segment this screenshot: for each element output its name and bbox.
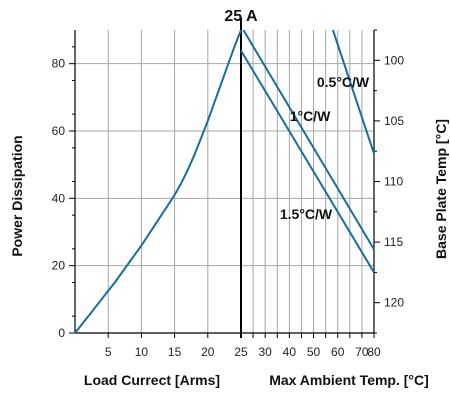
grid-lines bbox=[75, 30, 375, 333]
right-x-tick-label: 50 bbox=[307, 345, 321, 359]
left-y-tick-label: 0 bbox=[58, 326, 65, 340]
left-x-tick-label: 20 bbox=[201, 345, 215, 359]
right-x-tick-label: 60 bbox=[331, 345, 345, 359]
thermal-label-1-5-cw: 1.5°C/W bbox=[280, 206, 333, 222]
left-y-axis-title: Power Dissipation bbox=[9, 135, 25, 256]
right-x-axis-title: Max Ambient Temp. [°C] bbox=[269, 372, 429, 388]
thermal-line-1-5-cw bbox=[240, 50, 375, 273]
right-y-axis-title: Base Plate Temp [°C] bbox=[433, 119, 449, 259]
thermal-label-0-5-cw: 0.5°C/W bbox=[317, 74, 370, 90]
left-x-tick-label: 10 bbox=[135, 345, 149, 359]
left-x-tick-label: 25 bbox=[234, 345, 248, 359]
left-y-tick-label: 40 bbox=[52, 191, 66, 205]
series-lines bbox=[74, 29, 375, 334]
right-y-tick-label: 115 bbox=[384, 235, 403, 249]
tick-marks bbox=[69, 29, 380, 338]
right-x-tick-label: 30 bbox=[259, 345, 273, 359]
left-x-tick-label: 5 bbox=[105, 345, 112, 359]
right-x-tick-label: 70 bbox=[355, 345, 369, 359]
left-y-tick-label: 20 bbox=[52, 259, 66, 273]
thermal-line-0-5-cw bbox=[331, 29, 375, 154]
right-x-tick-label: 80 bbox=[367, 345, 381, 359]
right-y-tick-label: 105 bbox=[384, 114, 404, 128]
power-dissipation-curve bbox=[74, 29, 242, 334]
left-y-tick-label: 60 bbox=[52, 124, 66, 138]
left-x-axis-title: Load Currect [Arms] bbox=[84, 372, 220, 388]
left-y-tick-label: 80 bbox=[52, 57, 66, 71]
axes bbox=[74, 18, 375, 338]
series-labels: 0.5°C/W 1°C/W 1.5°C/W bbox=[280, 74, 370, 222]
thermal-label-1-cw: 1°C/W bbox=[290, 108, 331, 124]
right-y-tick-label: 110 bbox=[384, 175, 403, 189]
right-x-tick-label: 40 bbox=[283, 345, 297, 359]
left-x-tick-label: 15 bbox=[168, 345, 182, 359]
right-y-tick-label: 120 bbox=[384, 296, 404, 310]
right-y-tick-label: 100 bbox=[384, 53, 404, 67]
tick-labels: 0 20 40 60 80 100 105 110 115 120 5 10 15 20 25 30 40 50 6… bbox=[52, 53, 405, 359]
chart-title: 25 A bbox=[224, 8, 258, 25]
thermal-line-1-cw bbox=[242, 29, 375, 250]
